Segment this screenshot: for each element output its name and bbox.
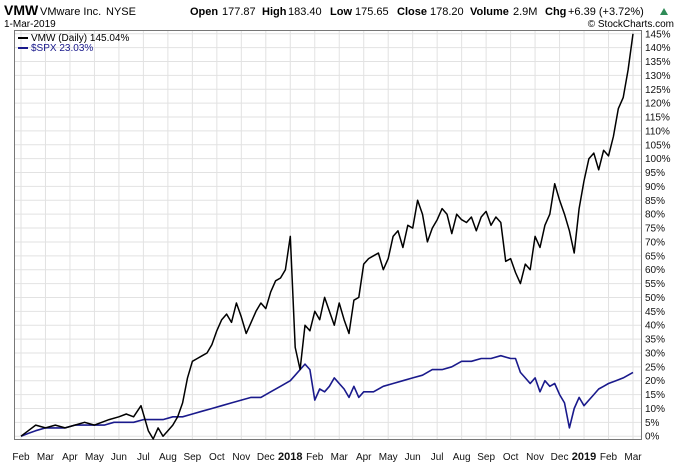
x-tick-label: Nov: [232, 452, 250, 463]
company-name: VMware Inc.: [40, 6, 101, 18]
x-tick-label: Oct: [209, 452, 225, 463]
ticker-symbol: VMW: [4, 2, 39, 18]
series-line-spx: [20, 354, 634, 437]
x-tick-label: Sep: [183, 452, 201, 463]
x-tick-label: Mar: [37, 452, 55, 463]
y-tick-label: 130%: [645, 71, 671, 82]
x-tick-label: Dec: [257, 452, 275, 463]
y-tick-label: 30%: [645, 348, 665, 359]
y-tick-label: 10%: [645, 404, 665, 415]
y-tick-label: 65%: [645, 251, 665, 262]
legend-entry-vmw: VMW (Daily) 145.04%: [31, 33, 129, 44]
x-tick-label: 2018: [278, 451, 302, 463]
y-tick-label: 20%: [645, 376, 665, 387]
y-tick-label: 115%: [645, 113, 670, 124]
y-tick-label: 45%: [645, 307, 665, 318]
y-tick-label: 125%: [645, 85, 671, 96]
x-tick-label: Feb: [306, 452, 324, 463]
y-tick-label: 35%: [645, 335, 665, 346]
legend-entry-spx: $SPX 23.03%: [31, 43, 93, 54]
x-tick-label: May: [379, 452, 398, 463]
y-tick-label: 105%: [645, 140, 671, 151]
chg-value: +6.39 (+3.72%): [568, 6, 644, 18]
x-tick-label: Aug: [159, 452, 177, 463]
x-tick-label: Sep: [477, 452, 495, 463]
y-tick-label: 5%: [645, 418, 660, 429]
x-tick-label: Jun: [405, 452, 421, 463]
y-tick-label: 85%: [645, 196, 665, 207]
x-tick-label: May: [85, 452, 104, 463]
y-tick-label: 140%: [645, 43, 671, 54]
y-tick-label: 80%: [645, 210, 665, 221]
brand-logo: © StockCharts.com: [588, 19, 674, 30]
up-arrow-icon: [660, 8, 668, 15]
x-tick-label: Jul: [431, 452, 444, 463]
volume-value: 2.9M: [513, 6, 537, 18]
x-tick-label: 2019: [572, 451, 596, 463]
low-value: 175.65: [355, 6, 389, 18]
open-label: Open: [190, 6, 218, 18]
low-label: Low: [330, 6, 352, 18]
y-tick-label: 135%: [645, 57, 671, 68]
x-tick-label: Apr: [62, 452, 78, 463]
x-tick-label: Jun: [111, 452, 127, 463]
y-tick-label: 50%: [645, 293, 665, 304]
y-tick-label: 90%: [645, 182, 665, 193]
quote-date: 1-Mar-2019: [4, 19, 56, 30]
y-tick-label: 95%: [645, 168, 665, 179]
plot-frame: [14, 30, 642, 440]
exchange-name: NYSE: [106, 6, 136, 18]
y-axis-ticks: 0% 5% 10% 15% 20% 25% 30% 35% 40% 45% 50% 55% 60% 65%…: [645, 29, 671, 442]
y-tick-label: 15%: [645, 390, 665, 401]
y-tick-label: 110%: [645, 126, 670, 137]
x-tick-label: Oct: [503, 452, 519, 463]
x-tick-label: Feb: [12, 452, 30, 463]
chart-header: VMW VMware Inc. NYSE Open 177.87 High 18…: [4, 2, 674, 30]
y-tick-label: 0%: [645, 432, 660, 443]
close-label: Close: [397, 6, 427, 18]
x-tick-label: Apr: [356, 452, 372, 463]
y-tick-label: 120%: [645, 99, 671, 110]
x-tick-label: Aug: [453, 452, 471, 463]
y-tick-label: 60%: [645, 265, 665, 276]
y-tick-label: 55%: [645, 279, 665, 290]
x-tick-label: Jul: [137, 452, 150, 463]
y-tick-label: 70%: [645, 237, 665, 248]
volume-label: Volume: [470, 6, 509, 18]
open-value: 177.87: [222, 6, 256, 18]
x-axis-ticks: Feb Mar Apr May Jun Jul Aug Sep Oct Nov Dec 2018 Feb…: [12, 451, 642, 463]
high-label: High: [262, 6, 287, 18]
x-tick-label: Nov: [526, 452, 544, 463]
legend: VMW (Daily) 145.04% $SPX 23.03%: [18, 33, 129, 54]
y-tick-label: 40%: [645, 321, 665, 332]
y-tick-label: 25%: [645, 362, 665, 373]
series-lines: [20, 33, 634, 440]
chg-label: Chg: [545, 6, 566, 18]
close-value: 178.20: [430, 6, 464, 18]
series-line-vmw: [20, 33, 634, 440]
x-tick-label: Dec: [551, 452, 569, 463]
high-value: 183.40: [288, 6, 322, 18]
x-tick-label: Mar: [331, 452, 349, 463]
y-tick-label: 75%: [645, 224, 665, 235]
y-tick-label: 145%: [645, 29, 671, 40]
x-tick-label: Mar: [624, 452, 642, 463]
x-tick-label: Feb: [600, 452, 618, 463]
y-tick-label: 100%: [645, 154, 671, 165]
